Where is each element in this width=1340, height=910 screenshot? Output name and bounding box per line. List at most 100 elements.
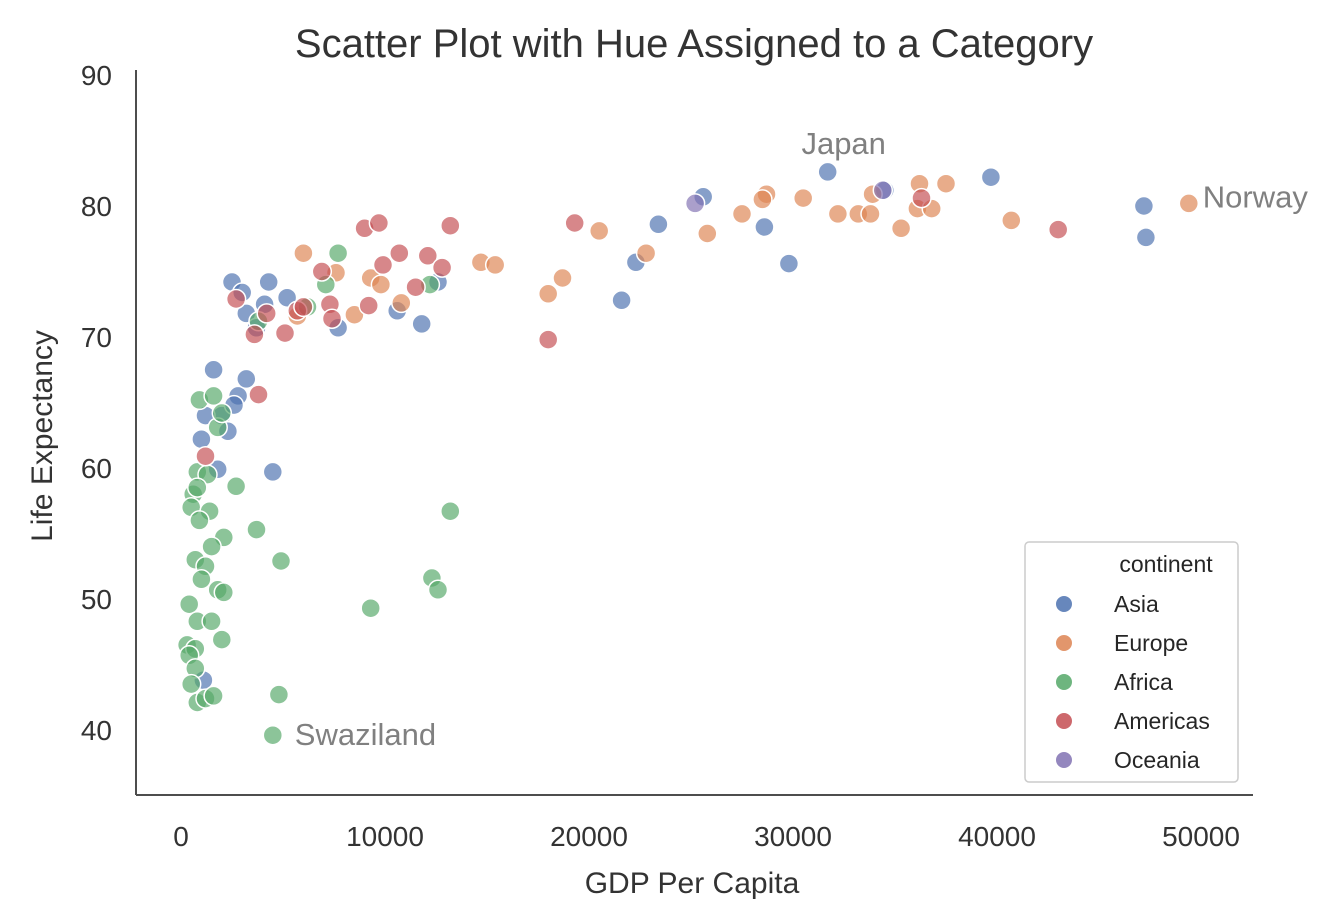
point-europe xyxy=(635,242,657,264)
point-americas xyxy=(293,296,314,318)
legend-label-americas: Americas xyxy=(1114,708,1210,734)
legend-label-africa: Africa xyxy=(1114,669,1173,695)
point-europe xyxy=(293,242,314,264)
point-americas xyxy=(389,242,410,264)
point-americas xyxy=(244,324,265,345)
point-asia xyxy=(611,290,632,311)
x-tick-labels: 0 10000 20000 30000 40000 50000 xyxy=(173,821,1240,852)
point-europe xyxy=(391,292,412,314)
point-europe xyxy=(588,220,610,242)
legend-label-oceania: Oceania xyxy=(1114,747,1200,773)
y-tick-label: 80 xyxy=(81,191,112,222)
legend-label-europe: Europe xyxy=(1114,630,1188,656)
point-africa xyxy=(213,582,235,603)
x-tick-label: 0 xyxy=(173,821,189,852)
point-europe xyxy=(860,203,881,225)
x-tick-label: 30000 xyxy=(754,821,832,852)
y-axis-label: Life Expectancy xyxy=(26,330,59,542)
chart-title: Scatter Plot with Hue Assigned to a Cate… xyxy=(295,22,1093,66)
legend-items: Asia Europe Africa Americas Oceania xyxy=(1055,591,1210,773)
point-africa xyxy=(246,519,267,540)
x-tick-label: 10000 xyxy=(346,821,424,852)
point-asia xyxy=(203,359,224,381)
y-tick-label: 70 xyxy=(81,322,112,353)
point-americas xyxy=(417,245,439,267)
point-africa xyxy=(440,500,461,522)
point-africa xyxy=(268,684,290,705)
point-americas xyxy=(256,303,277,324)
scatter-points xyxy=(176,161,1200,746)
point-oceania xyxy=(684,193,706,214)
point-asia xyxy=(778,253,800,274)
point-asia xyxy=(1135,227,1157,248)
point-africa xyxy=(189,510,210,531)
point-asia xyxy=(411,313,432,335)
x-axis-label: GDP Per Capita xyxy=(585,867,800,900)
point-americas xyxy=(358,295,379,316)
point-asia xyxy=(1133,195,1155,217)
point-europe xyxy=(537,283,559,305)
legend-marker-asia xyxy=(1055,595,1073,613)
point-americas xyxy=(225,288,247,310)
point-americas xyxy=(274,322,296,344)
annotation-japan: Japan xyxy=(801,126,885,161)
point-africa xyxy=(178,593,200,615)
point-asia xyxy=(980,166,1002,188)
point-asia xyxy=(191,428,212,450)
y-tick-label: 60 xyxy=(81,453,112,484)
point-asia xyxy=(817,161,838,183)
point-africa xyxy=(203,385,224,407)
point-europe xyxy=(890,218,912,239)
point-americas xyxy=(537,329,559,350)
legend-marker-oceania xyxy=(1055,751,1073,769)
point-asia xyxy=(648,214,669,235)
point-africa xyxy=(225,476,247,497)
point-europe xyxy=(1178,193,1200,214)
legend-marker-africa xyxy=(1055,673,1073,691)
point-africa xyxy=(201,611,222,632)
x-tick-label: 20000 xyxy=(550,821,628,852)
point-europe xyxy=(344,304,365,325)
point-africa xyxy=(211,629,233,650)
annotation-norway: Norway xyxy=(1203,179,1309,214)
point-asia xyxy=(754,216,775,238)
point-africa xyxy=(360,597,381,619)
x-tick-label: 50000 xyxy=(1162,821,1240,852)
point-asia xyxy=(262,461,284,483)
legend-marker-europe xyxy=(1055,634,1073,652)
legend-box xyxy=(1024,541,1239,783)
point-americas xyxy=(405,276,426,298)
point-europe xyxy=(827,203,849,225)
point-europe xyxy=(370,274,392,295)
y-tick-label: 40 xyxy=(81,715,112,746)
point-americas xyxy=(368,212,390,234)
point-americas xyxy=(911,187,932,209)
legend: continent Asia Europe Africa Americas Oceani… xyxy=(1024,541,1239,783)
point-africa xyxy=(327,242,349,264)
point-americas xyxy=(564,212,585,234)
point-africa xyxy=(270,550,292,572)
legend-label-asia: Asia xyxy=(1114,591,1159,617)
point-europe xyxy=(731,203,753,225)
point-oceania xyxy=(872,180,894,201)
point-americas xyxy=(372,254,394,276)
y-tick-label: 50 xyxy=(81,584,112,615)
point-africa xyxy=(262,724,284,746)
legend-title: continent xyxy=(1119,551,1213,577)
point-africa xyxy=(201,536,222,557)
point-africa xyxy=(187,477,208,498)
annotations: Japan Norway Swaziland xyxy=(295,126,1309,752)
point-americas xyxy=(248,384,269,405)
y-tick-labels: 40 50 60 70 80 90 xyxy=(81,60,112,746)
point-europe xyxy=(484,254,506,276)
point-asia xyxy=(236,368,257,390)
point-europe xyxy=(552,267,573,289)
point-africa xyxy=(427,579,449,601)
point-asia xyxy=(258,271,279,293)
point-americas xyxy=(321,308,343,329)
point-europe xyxy=(792,187,814,209)
legend-marker-americas xyxy=(1055,712,1073,730)
point-europe xyxy=(1001,210,1022,231)
